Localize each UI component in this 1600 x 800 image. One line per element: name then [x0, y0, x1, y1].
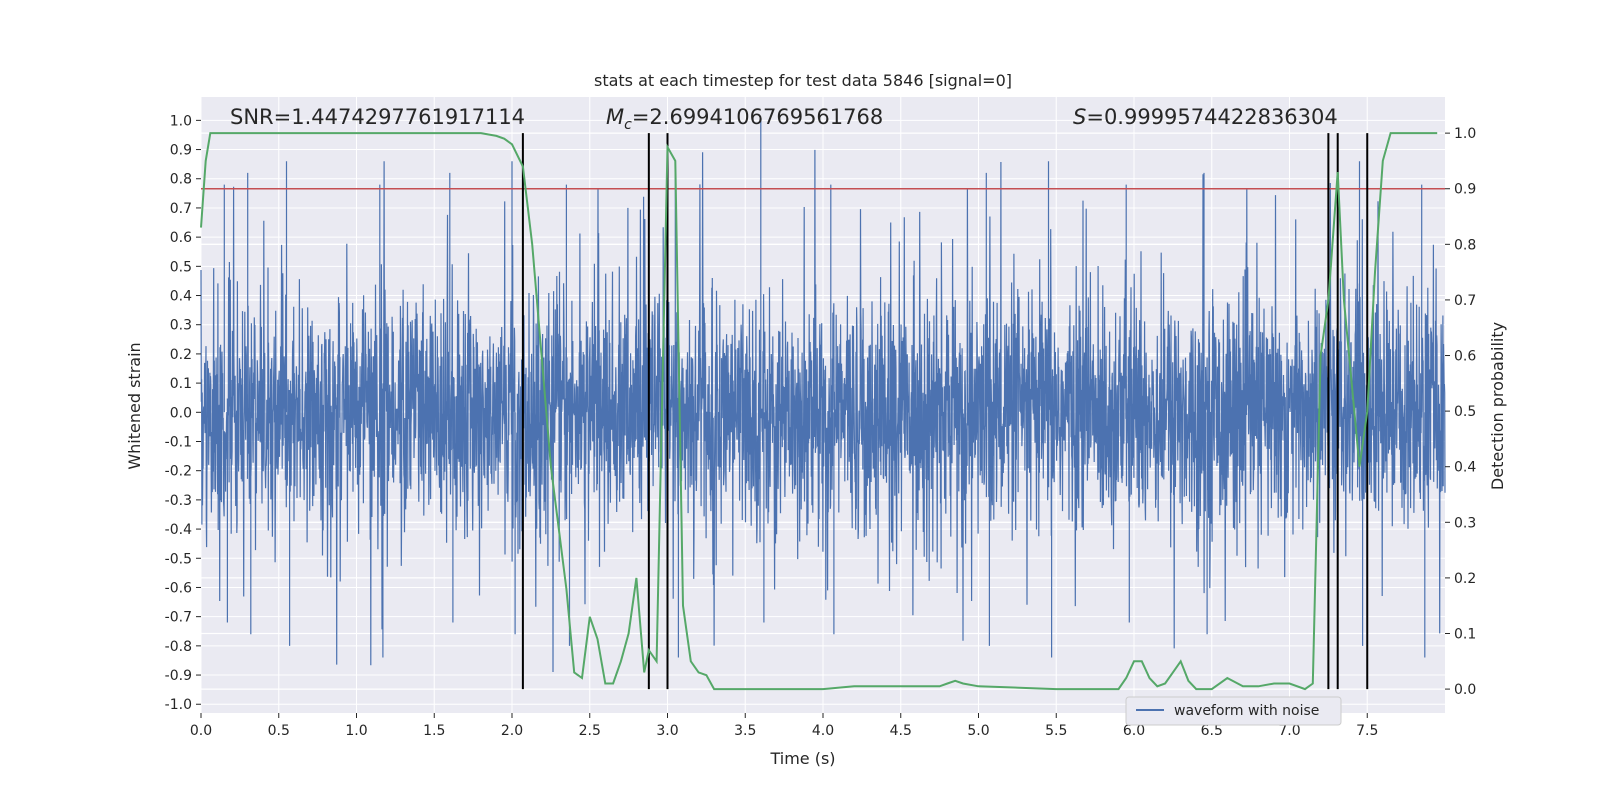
waveform-series	[200, 149, 1446, 673]
y-tick-label: 0.8	[170, 172, 192, 188]
y2-tick-label: 0.6	[1454, 349, 1476, 365]
s-value: =0.9999574422836304	[1086, 105, 1337, 129]
y2-tick-label: 0.7	[1454, 293, 1476, 309]
x-tick-label: 3.5	[734, 723, 756, 739]
mc-annotation: Mc=2.6994106769561768	[606, 105, 883, 133]
plot-contents	[200, 120, 1446, 691]
legend-box	[1125, 696, 1342, 726]
y-axis-ticks: 1.0 0.9 0.8 0.7 0.6 0.5 0.4 0.3 0.2 0.1 0.0 -0.1 -0.…	[165, 113, 201, 713]
y-tick-label: 0.7	[170, 201, 192, 217]
y2-tick-label: 1.0	[1454, 126, 1476, 142]
y-tick-label: -0.8	[165, 639, 192, 655]
y2-axis-label: Detection probability	[1488, 322, 1507, 490]
x-tick-label: 6.5	[1201, 723, 1223, 739]
y2-tick-label: 0.4	[1454, 460, 1476, 476]
probability-series	[200, 132, 1438, 691]
y2-tick-label: 0.2	[1454, 571, 1476, 587]
x-tick-label: 7.5	[1356, 723, 1378, 739]
event-lines	[521, 133, 1369, 690]
y-tick-label: -0.3	[165, 493, 192, 509]
mc-subscript: c	[624, 117, 632, 133]
y2-tick-label: 0.5	[1454, 404, 1476, 420]
x-tick-label: 5.0	[967, 723, 989, 739]
chart-title: stats at each timestep for test data 584…	[594, 71, 1012, 90]
s-symbol: S	[1073, 105, 1086, 129]
x-tick-label: 7.0	[1278, 723, 1300, 739]
mc-symbol: M	[606, 105, 624, 129]
x-axis-ticks: 0.0 0.5 1.0 1.5 2.0 2.5 3.0 3.5 4.0 4.5 5.0 5.5 6.0 6…	[190, 713, 1378, 739]
y-axis-label: Whitened strain	[125, 342, 144, 469]
x-tick-label: 2.5	[579, 723, 601, 739]
s-annotation: S=0.9999574422836304	[1073, 105, 1338, 129]
y-tick-label: 1.0	[170, 113, 192, 129]
y2-tick-label: 0.1	[1454, 626, 1476, 642]
y-tick-label: -0.9	[165, 668, 192, 684]
y-tick-label: -0.4	[165, 522, 192, 538]
x-tick-label: 0.0	[190, 723, 212, 739]
y2-tick-label: 0.9	[1454, 182, 1476, 198]
legend: waveform with noise	[1125, 696, 1342, 726]
y-tick-label: 0.2	[170, 347, 192, 363]
y2-axis-ticks: 1.0 0.9 0.8 0.7 0.6 0.5 0.4 0.3 0.2 0.1 0.0	[1445, 126, 1476, 698]
y-tick-label: -1.0	[165, 697, 192, 713]
y-tick-label: -0.2	[165, 464, 192, 480]
y-tick-label: -0.5	[165, 551, 192, 567]
y-tick-label: 0.6	[170, 230, 192, 246]
mc-value: =2.6994106769561768	[632, 105, 883, 129]
y2-tick-label: 0.3	[1454, 515, 1476, 531]
x-axis-label: Time (s)	[769, 749, 835, 768]
y-tick-label: 0.0	[170, 405, 192, 421]
y-tick-label: 0.5	[170, 259, 192, 275]
x-tick-label: 2.0	[501, 723, 523, 739]
y2-tick-label: 0.8	[1454, 237, 1476, 253]
waveform-envelope-top	[223, 120, 1423, 413]
y2-tick-label: 0.0	[1454, 682, 1476, 698]
x-tick-label: 0.5	[268, 723, 290, 739]
x-tick-label: 3.0	[656, 723, 678, 739]
x-tick-label: 4.5	[890, 723, 912, 739]
x-tick-label: 6.0	[1123, 723, 1145, 739]
y-tick-label: -0.6	[165, 580, 192, 596]
snr-annotation: SNR=1.4474297761917114	[230, 105, 525, 129]
y-tick-label: -0.7	[165, 610, 192, 626]
y-tick-label: 0.3	[170, 318, 192, 334]
y-tick-label: 0.1	[170, 376, 192, 392]
y-tick-label: 0.4	[170, 289, 192, 305]
legend-entry-waveform: waveform with noise	[1174, 703, 1319, 719]
y-tick-label: -0.1	[165, 434, 192, 450]
y-tick-label: 0.9	[170, 143, 192, 159]
waveform-envelope-bottom	[226, 412, 1426, 658]
x-tick-label: 1.0	[345, 723, 367, 739]
x-tick-label: 4.0	[812, 723, 834, 739]
x-tick-label: 1.5	[423, 723, 445, 739]
x-tick-label: 5.5	[1045, 723, 1067, 739]
